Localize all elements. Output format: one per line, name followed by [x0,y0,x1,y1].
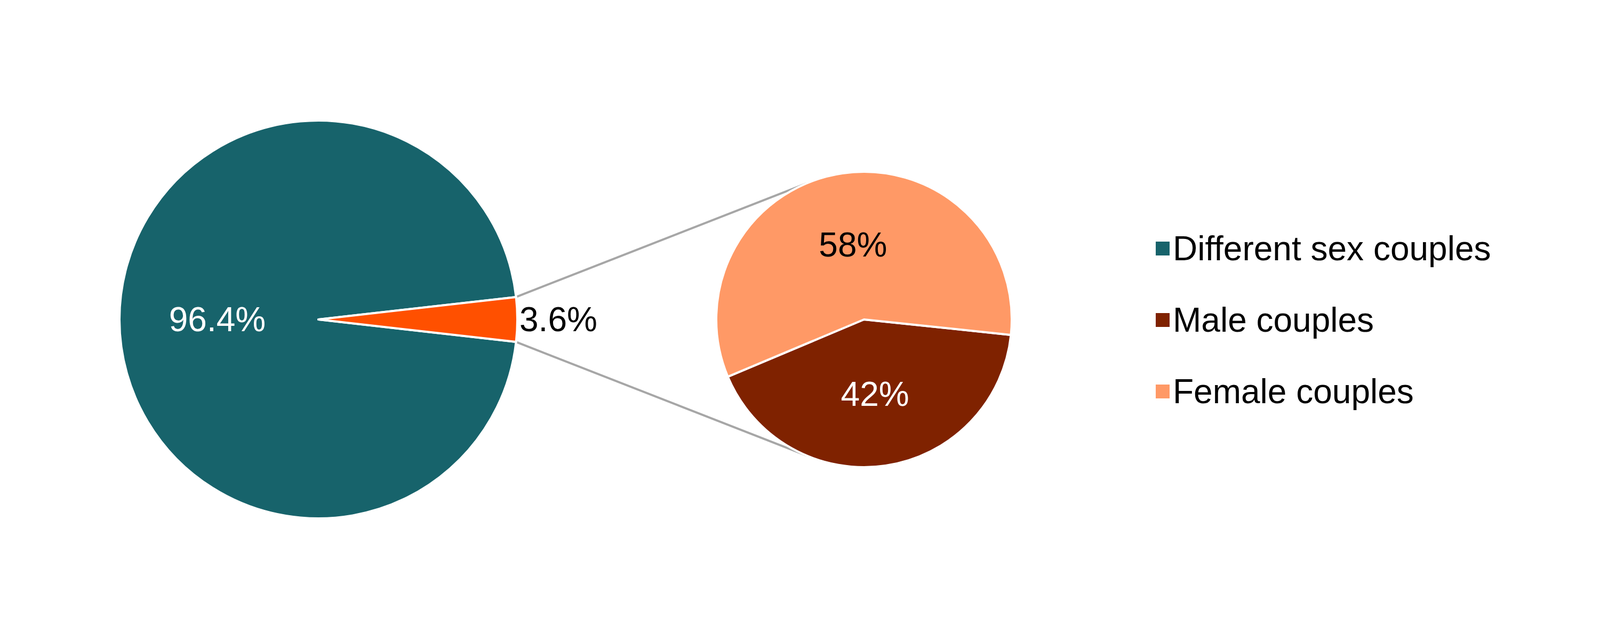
svg-text:Different sex couples: Different sex couples [1172,229,1491,268]
svg-text:Male couples: Male couples [1172,300,1374,340]
svg-text:58%: 58% [818,225,887,264]
svg-text:3.6%: 3.6% [519,300,598,339]
svg-text:Female couples: Female couples [1172,372,1414,411]
svg-text:96.4%: 96.4% [169,300,266,339]
svg-text:42%: 42% [841,374,910,414]
